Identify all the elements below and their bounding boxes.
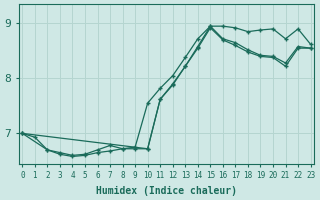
X-axis label: Humidex (Indice chaleur): Humidex (Indice chaleur): [96, 186, 237, 196]
